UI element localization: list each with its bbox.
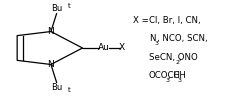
Text: Cl, Br, I, CN,: Cl, Br, I, CN, bbox=[148, 16, 200, 25]
Text: , CH: , CH bbox=[167, 71, 185, 80]
Text: 3: 3 bbox=[177, 78, 181, 83]
Text: X: X bbox=[118, 43, 124, 53]
Text: Bu: Bu bbox=[51, 83, 62, 92]
Text: 2: 2 bbox=[175, 60, 179, 65]
Text: t: t bbox=[67, 87, 70, 93]
Text: N: N bbox=[47, 60, 54, 69]
Text: t: t bbox=[67, 3, 70, 9]
Text: N: N bbox=[148, 34, 155, 43]
Text: SeCN, ONO: SeCN, ONO bbox=[148, 53, 197, 62]
Text: 3: 3 bbox=[154, 41, 158, 46]
Text: , NCO, SCN,: , NCO, SCN, bbox=[156, 34, 206, 43]
Text: Au: Au bbox=[98, 43, 109, 53]
Text: ,: , bbox=[177, 53, 180, 62]
Text: 3: 3 bbox=[165, 78, 169, 83]
Text: X =: X = bbox=[133, 16, 151, 25]
Text: Bu: Bu bbox=[51, 4, 62, 13]
Text: OCOCH: OCOCH bbox=[148, 71, 180, 80]
Text: N: N bbox=[47, 27, 54, 36]
